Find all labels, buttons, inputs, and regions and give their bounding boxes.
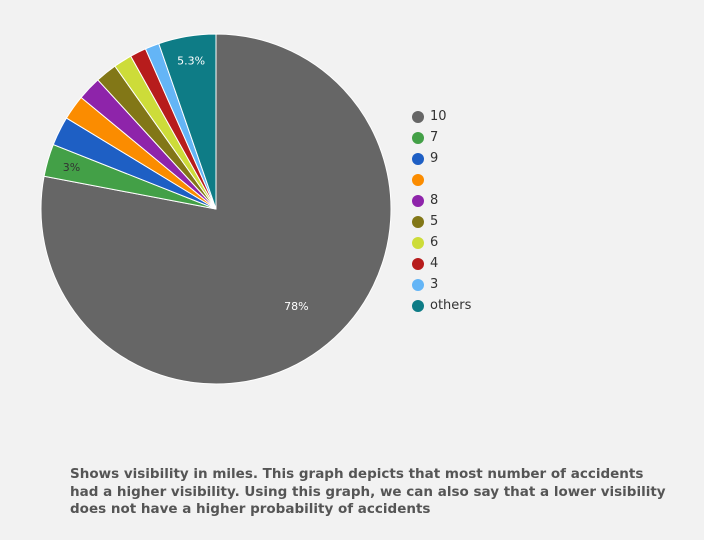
legend-item[interactable] xyxy=(412,169,471,190)
legend-item[interactable]: others xyxy=(412,295,471,316)
legend-item[interactable]: 10 xyxy=(412,106,471,127)
legend-swatch-icon xyxy=(412,278,424,291)
legend-label: 5 xyxy=(430,214,439,229)
legend-label: 6 xyxy=(430,235,439,250)
legend-item[interactable]: 8 xyxy=(412,190,471,211)
legend-swatch-icon xyxy=(412,215,424,228)
legend-swatch-icon xyxy=(412,110,424,123)
legend-swatch-icon xyxy=(412,257,424,270)
pie-slice xyxy=(158,33,217,210)
legend-label: others xyxy=(430,298,472,313)
legend-item[interactable]: 4 xyxy=(412,253,471,274)
legend-swatch-icon xyxy=(412,194,424,207)
legend-label: 4 xyxy=(430,256,439,271)
legend-label: 9 xyxy=(430,151,439,166)
legend-item[interactable]: 5 xyxy=(412,211,471,232)
chart-caption: Shows visibility in miles. This graph de… xyxy=(70,466,666,517)
slice-label: 3% xyxy=(63,161,80,174)
legend-label: 10 xyxy=(430,109,447,124)
legend-swatch-icon xyxy=(412,173,424,186)
chart-legend: 10 7 9 8 5 6 4 3 others xyxy=(412,106,471,316)
slice-label: 78% xyxy=(284,300,308,313)
legend-item[interactable]: 7 xyxy=(412,127,471,148)
legend-label: 7 xyxy=(430,130,439,145)
pie-chart: 78% 3% 5.3% xyxy=(40,33,392,385)
legend-item[interactable]: 6 xyxy=(412,232,471,253)
slice-label: 5.3% xyxy=(177,55,205,68)
legend-swatch-icon xyxy=(412,131,424,144)
legend-item[interactable]: 3 xyxy=(412,274,471,295)
legend-label: 8 xyxy=(430,193,439,208)
legend-item[interactable]: 9 xyxy=(412,148,471,169)
legend-swatch-icon xyxy=(412,152,424,165)
legend-swatch-icon xyxy=(412,236,424,249)
legend-swatch-icon xyxy=(412,299,424,312)
legend-label: 3 xyxy=(430,277,439,292)
